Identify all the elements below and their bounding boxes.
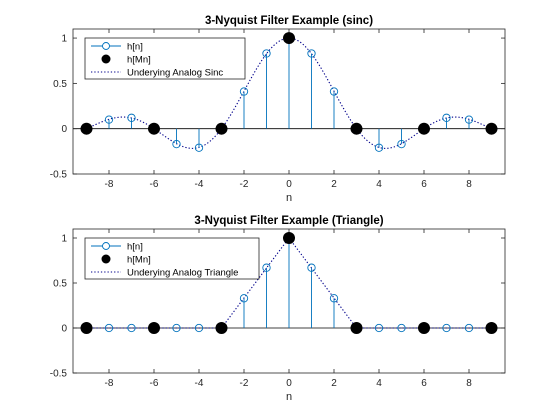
x-tick-label: -6 (150, 378, 159, 389)
legend-stem-marker (102, 42, 110, 50)
legend-label: h[n] (127, 42, 143, 53)
x-tick-label: 0 (286, 179, 292, 190)
subplot-2: -8 -6 -4 -2 0 2 4 6 8 -0.5 0 0.5 1 3-Nyquist Filter E… (50, 215, 506, 403)
x-tick-label: -8 (105, 378, 114, 389)
legend: h[n] h[Mn] Underying Analog Sinc (84, 37, 246, 80)
x-tick-label: -4 (195, 179, 204, 190)
x-tick-label: 0 (286, 378, 292, 389)
downsampled-marker (485, 322, 498, 334)
x-tick-label: 2 (331, 179, 337, 190)
legend-label: h[Mn] (127, 255, 151, 266)
legend-label: Underying Analog Sinc (127, 68, 223, 79)
downsampled-marker (485, 122, 498, 135)
stem-marker (442, 113, 451, 122)
legend-stem-marker (102, 242, 110, 250)
x-tick-label: 4 (376, 179, 382, 190)
y-tick-label: 0 (61, 124, 67, 135)
downsampled-marker (283, 32, 295, 45)
y-tick-label: 1 (61, 34, 67, 45)
y-tick-label: 0.5 (53, 79, 67, 90)
stem-marker (464, 115, 474, 124)
chart-title: 3-Nyquist Filter Example (sinc) (205, 15, 373, 27)
legend-label: h[Mn] (127, 55, 151, 66)
stem-marker (307, 263, 316, 272)
downsampled-marker (80, 322, 93, 334)
stem-marker (104, 115, 114, 124)
x-axis-label: n (286, 192, 292, 204)
legend-label: Underying Analog Triangle (127, 268, 238, 279)
stem-marker (329, 87, 339, 96)
x-tick-label: -2 (240, 378, 249, 389)
stem-marker (374, 323, 384, 333)
stem-marker (194, 143, 204, 152)
stem-marker (127, 323, 136, 333)
downsampled-marker (80, 122, 93, 135)
downsampled-marker (350, 322, 363, 334)
x-tick-label: 6 (421, 378, 427, 389)
stem-marker (262, 49, 271, 58)
x-tick-label: 6 (421, 179, 427, 190)
stem-marker (239, 294, 249, 303)
legend-downsampled-marker (101, 254, 111, 264)
stem-marker (397, 139, 406, 149)
stem-marker (239, 87, 249, 96)
y-tick-label: 0 (61, 324, 67, 335)
subplot-1: -8 -6 -4 -2 0 2 4 6 8 -0.5 0 0.5 1 3-Nyquist Filter E… (50, 15, 506, 204)
x-tick-label: 2 (331, 378, 337, 389)
legend-label: h[n] (127, 242, 143, 253)
downsampled-marker (283, 232, 295, 244)
stem-marker (262, 263, 271, 272)
stem-marker (172, 139, 181, 149)
legend-box (84, 237, 260, 280)
downsampled-marker (418, 322, 430, 334)
legend: h[n] h[Mn] Underying Analog Triangle (84, 237, 260, 280)
y-tick-label: -0.5 (50, 369, 68, 380)
chart-title: 3-Nyquist Filter Example (Triangle) (194, 215, 383, 227)
y-tick-label: -0.5 (50, 170, 68, 181)
stem-marker (374, 143, 384, 152)
downsampled-marker (215, 322, 228, 334)
stem-marker (442, 323, 451, 333)
x-tick-label: -2 (240, 179, 249, 190)
y-tick-label: 0.5 (53, 279, 67, 290)
downsampled-marker (148, 122, 160, 135)
stem-marker (194, 323, 204, 333)
x-tick-label: 4 (376, 378, 382, 389)
x-tick-label: -6 (150, 179, 159, 190)
y-tick-label: 1 (61, 234, 67, 245)
x-tick-label: -4 (195, 378, 204, 389)
stem-marker (307, 49, 316, 58)
stem-marker (172, 323, 181, 333)
downsampled-marker (418, 122, 430, 135)
stem-marker (329, 294, 339, 303)
stem-marker (464, 323, 474, 333)
legend-downsampled-marker (101, 54, 111, 64)
downsampled-marker (215, 122, 228, 135)
x-tick-label: -8 (105, 179, 114, 190)
downsampled-marker (350, 122, 363, 135)
stem-marker (104, 323, 114, 333)
downsampled-marker (148, 322, 160, 334)
stem-marker (397, 323, 406, 333)
x-tick-label: 8 (466, 378, 472, 389)
x-tick-label: 8 (466, 179, 472, 190)
x-axis-label: n (286, 391, 292, 403)
stem-marker (127, 113, 136, 122)
